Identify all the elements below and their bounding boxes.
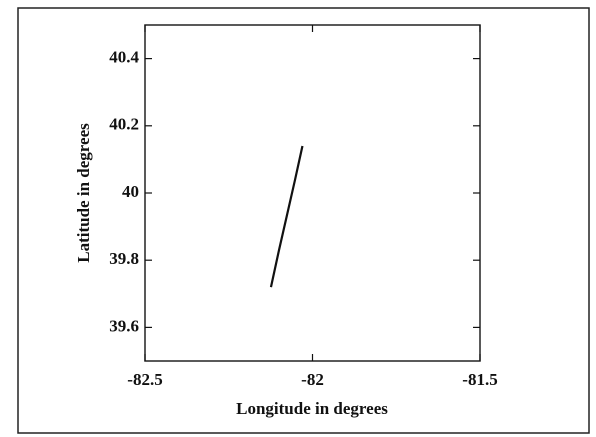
plot-area	[144, 24, 481, 362]
x-tick-label: -82	[301, 370, 324, 389]
data-line	[269, 145, 304, 288]
y-tick-label: 39.6	[109, 316, 139, 335]
outer-frame	[17, 7, 590, 434]
x-tick-label: -82.5	[127, 370, 162, 389]
y-axis-label: Latitude in degrees	[74, 123, 93, 263]
y-tick-label: 39.8	[109, 249, 139, 268]
y-tick-label: 40.4	[109, 48, 139, 67]
y-tick-label: 40.2	[109, 115, 139, 134]
y-tick-label: 40	[122, 182, 139, 201]
x-axis-label: Longitude in degrees	[236, 399, 388, 418]
x-tick-label: -81.5	[462, 370, 497, 389]
